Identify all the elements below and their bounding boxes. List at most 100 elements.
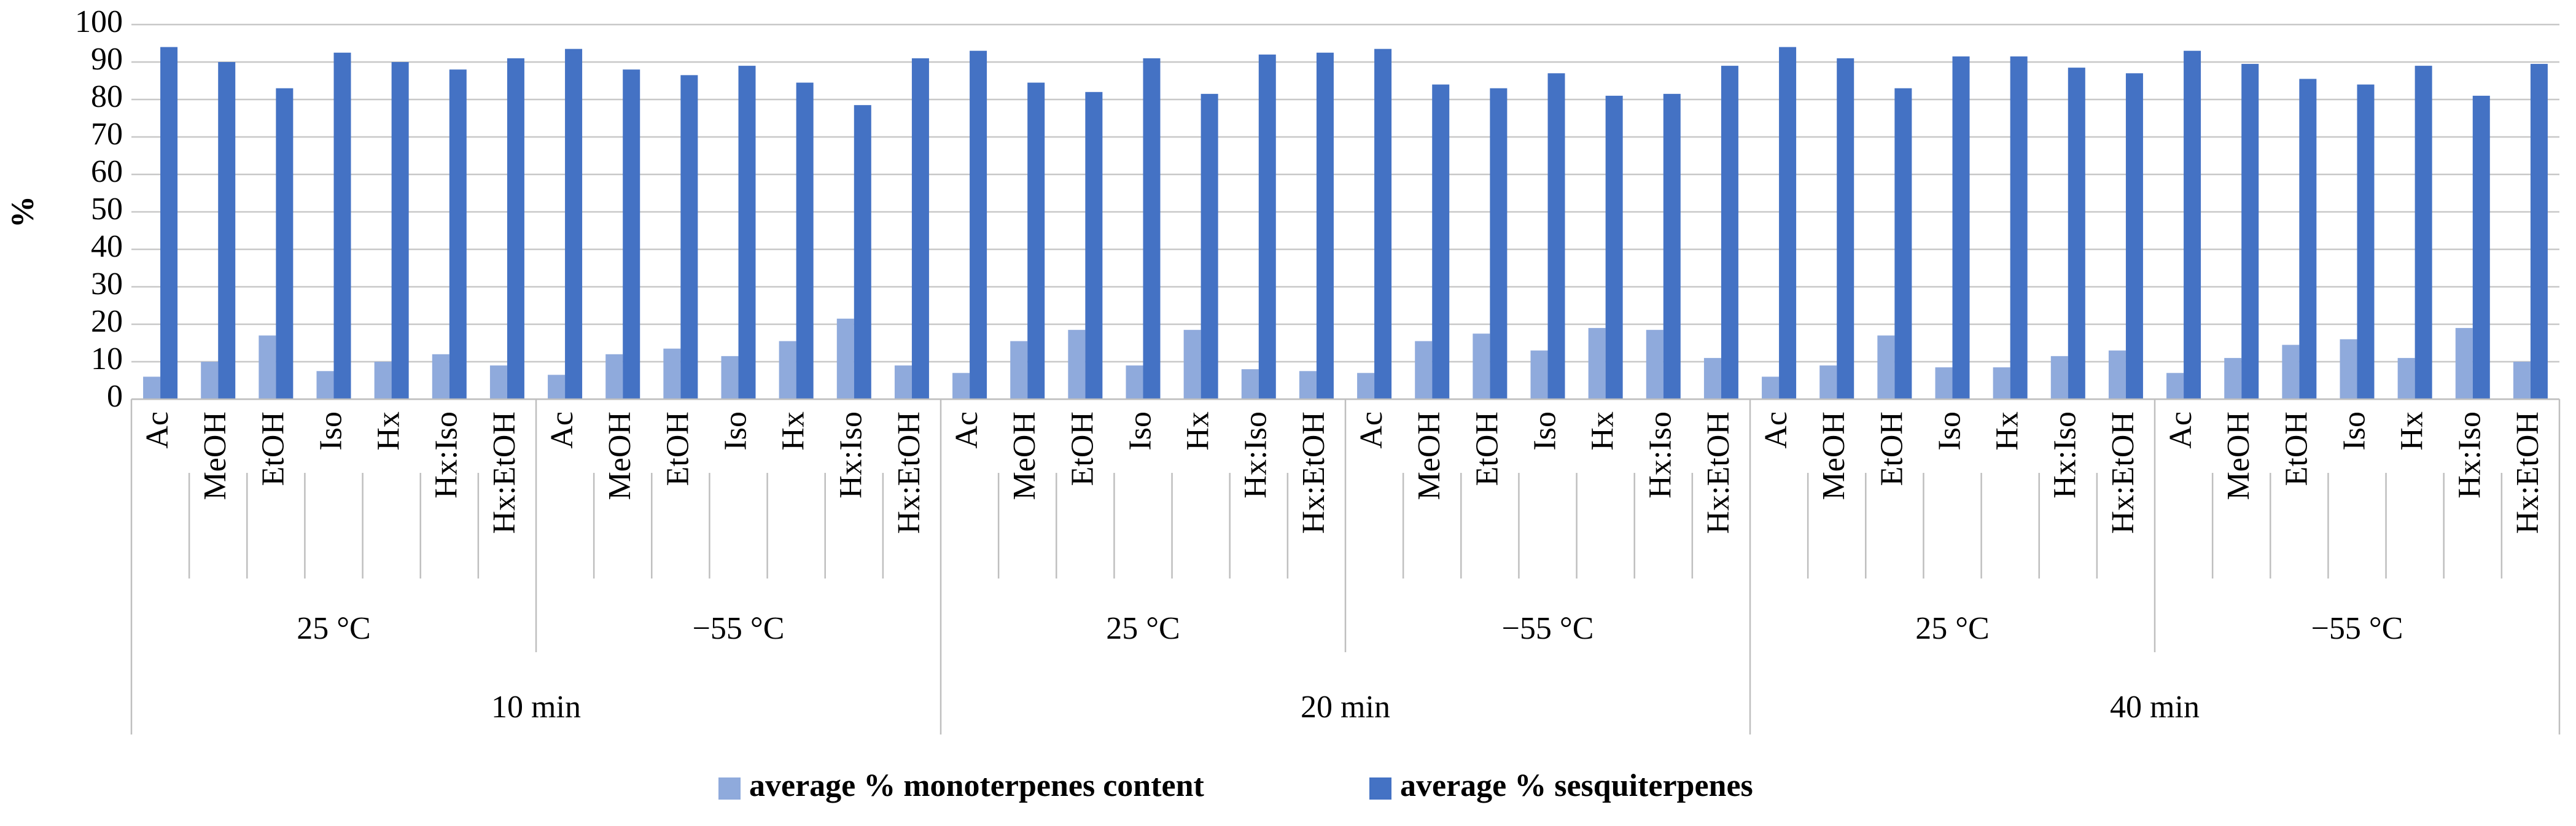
- x-tick-label: Hx: [1586, 411, 1621, 451]
- bar: [2282, 345, 2300, 399]
- x-tick-label: Hx:Iso: [834, 411, 869, 499]
- x-tick-label: Iso: [313, 411, 348, 451]
- bar: [2340, 339, 2357, 399]
- y-tick-label: 100: [75, 4, 123, 39]
- bar: [1762, 376, 1780, 399]
- bar: [2513, 362, 2531, 399]
- x-tick-label: Hx:EtOH: [2510, 411, 2545, 534]
- x-tick-label: Ac: [1354, 411, 1389, 449]
- bar: [201, 362, 219, 399]
- bar: [1027, 82, 1045, 400]
- bar: [1357, 373, 1375, 399]
- y-tick-label: 30: [91, 267, 123, 302]
- bar: [160, 47, 178, 400]
- bar: [1473, 333, 1490, 399]
- bar: [2241, 64, 2259, 400]
- temperature-label: 25 °C: [1106, 611, 1180, 646]
- bar: [143, 376, 161, 399]
- x-tick-label: Hx:EtOH: [487, 411, 522, 534]
- bar: [333, 52, 351, 399]
- bar: [680, 75, 698, 400]
- bar: [1605, 95, 1623, 399]
- x-tick-label: Hx:Iso: [1643, 411, 1678, 499]
- bar: [2455, 328, 2473, 399]
- bar: [2299, 79, 2317, 399]
- bar: [1085, 92, 1103, 400]
- time-label: 20 min: [1301, 690, 1390, 725]
- x-tick-label: Ac: [2163, 411, 2198, 449]
- bar: [1068, 330, 1086, 399]
- bar: [507, 58, 524, 399]
- x-tick-label: Hx:EtOH: [1296, 411, 1331, 534]
- bar: [1415, 341, 1433, 399]
- x-tick-label: MeOH: [1007, 411, 1042, 500]
- x-tick-label: Ac: [545, 411, 580, 449]
- bar: [1374, 49, 1392, 399]
- bar: [605, 354, 623, 399]
- x-tick-label: Hx:Iso: [1239, 411, 1274, 499]
- x-tick-label: Hx: [2395, 411, 2430, 451]
- bar: [1010, 341, 1028, 399]
- bar: [1258, 54, 1276, 400]
- bar: [2125, 73, 2143, 400]
- bar: [1490, 88, 1508, 399]
- bar: [1877, 335, 1895, 399]
- bar: [1588, 328, 1606, 399]
- x-tick-label: MeOH: [2221, 411, 2256, 500]
- x-tick-label: Iso: [1932, 411, 1967, 451]
- bar: [2472, 95, 2490, 399]
- legend-text: average % sesquiterpenes: [1400, 768, 1753, 803]
- x-tick-label: EtOH: [660, 411, 695, 486]
- y-tick-label: 70: [91, 117, 123, 152]
- temperature-label: −55 °C: [2311, 611, 2403, 646]
- x-tick-label: EtOH: [1065, 411, 1100, 486]
- bar: [449, 69, 467, 399]
- legend-swatch: [1369, 777, 1391, 800]
- bar: [2010, 56, 2028, 400]
- x-tick-label: EtOH: [2279, 411, 2314, 486]
- y-tick-label: 60: [91, 154, 123, 189]
- bar: [623, 69, 640, 399]
- x-tick-label: Hx:EtOH: [2106, 411, 2141, 534]
- temperature-label: 25 °C: [297, 611, 370, 646]
- bar: [1935, 367, 1953, 399]
- bar: [796, 82, 814, 400]
- bar: [1432, 84, 1450, 400]
- bar: [1952, 56, 1970, 400]
- y-axis-label: %: [6, 196, 41, 228]
- bar: [2166, 373, 2184, 399]
- temperature-label: 25 °C: [1915, 611, 1989, 646]
- x-tick-label: Iso: [2337, 411, 2372, 451]
- y-tick-label: 50: [91, 192, 123, 227]
- y-tick-label: 0: [107, 379, 123, 414]
- time-label: 10 min: [491, 690, 581, 725]
- bar: [2357, 84, 2375, 400]
- bar: [1547, 73, 1565, 400]
- bar: [276, 88, 294, 399]
- bar: [432, 354, 449, 399]
- bar: [970, 50, 987, 399]
- legend-text: average % monoterpenes content: [749, 768, 1205, 803]
- bar: [1646, 330, 1664, 399]
- x-tick-label: Iso: [1527, 411, 1562, 451]
- x-tick-label: Ac: [140, 411, 175, 449]
- bar: [1126, 365, 1143, 399]
- bar: [565, 49, 583, 399]
- x-tick-label: Hx: [1181, 411, 1216, 451]
- bar: [2397, 357, 2415, 399]
- bar: [2050, 356, 2068, 399]
- bar: [2068, 68, 2085, 399]
- time-label: 40 min: [2110, 690, 2200, 725]
- x-tick-label: MeOH: [602, 411, 637, 500]
- bar: [1316, 52, 1334, 399]
- x-tick-label: EtOH: [255, 411, 290, 486]
- bar: [721, 356, 739, 399]
- bar: [1299, 371, 1317, 399]
- bar: [391, 62, 409, 399]
- y-tick-label: 10: [91, 341, 123, 376]
- y-tick-label: 90: [91, 42, 123, 77]
- x-tick-label: Hx: [1990, 411, 2025, 451]
- bar: [1819, 365, 1837, 399]
- y-tick-label: 40: [91, 229, 123, 264]
- bar: [1200, 93, 1218, 399]
